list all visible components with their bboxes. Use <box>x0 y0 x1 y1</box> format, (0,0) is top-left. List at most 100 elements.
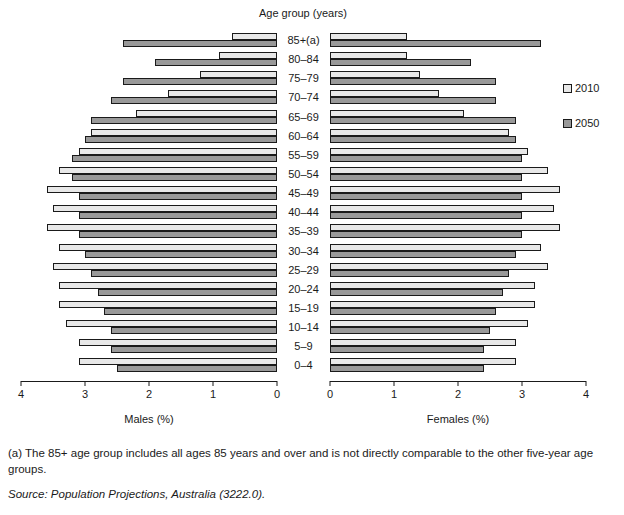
age-group-label: 70–74 <box>277 90 330 109</box>
bar-female-2050 <box>330 59 471 66</box>
age-group-label: 60–64 <box>277 129 330 148</box>
female-x-axis: 01234 <box>330 381 586 382</box>
bar-male-2050 <box>85 251 277 258</box>
age-row: 15–19 <box>21 301 586 320</box>
bar-female-2050 <box>330 327 490 334</box>
chart-title: Age group (years) <box>259 7 347 19</box>
legend: 2010 2050 <box>563 82 599 152</box>
bar-female-2010 <box>330 52 407 59</box>
axis-tick-label: 0 <box>327 388 333 400</box>
bar-female-2050 <box>330 212 522 219</box>
bar-male-2050 <box>85 136 277 143</box>
female-bars-cell <box>330 339 586 358</box>
bar-male-2010 <box>47 224 277 231</box>
bar-male-2050 <box>79 231 277 238</box>
bar-male-2010 <box>47 186 277 193</box>
bar-female-2010 <box>330 282 535 289</box>
axis-tick-icon <box>522 381 523 386</box>
axis-tick-label: 0 <box>274 388 280 400</box>
age-row: 75–79 <box>21 71 586 90</box>
bar-male-2010 <box>59 167 277 174</box>
bar-female-2050 <box>330 117 516 124</box>
bar-male-2010 <box>91 129 277 136</box>
bar-male-2010 <box>66 320 277 327</box>
axis-tick-icon <box>586 381 587 386</box>
axis-tick-icon <box>458 381 459 386</box>
axis-tick-label: 4 <box>18 388 24 400</box>
bar-male-2050 <box>155 59 277 66</box>
bar-male-2050 <box>111 327 277 334</box>
axis-tick-icon <box>85 381 86 386</box>
bar-male-2010 <box>79 358 277 365</box>
age-row: 60–64 <box>21 129 586 148</box>
bar-female-2010 <box>330 167 548 174</box>
legend-item-2050: 2050 <box>563 117 599 129</box>
bar-male-2050 <box>91 270 277 277</box>
bar-male-2010 <box>79 148 277 155</box>
male-bars-cell <box>21 52 277 71</box>
bar-female-2050 <box>330 270 509 277</box>
age-group-label: 55–59 <box>277 148 330 167</box>
age-group-label: 15–19 <box>277 301 330 320</box>
bar-male-2050 <box>91 117 277 124</box>
bar-female-2050 <box>330 97 496 104</box>
male-bars-cell <box>21 90 277 109</box>
age-row: 55–59 <box>21 148 586 167</box>
bar-male-2050 <box>123 78 277 85</box>
bar-female-2010 <box>330 320 528 327</box>
pyramid-rows: 85+(a)80–8475–7970–7465–6960–6455–5950–5… <box>21 33 586 378</box>
bar-male-2050 <box>72 174 277 181</box>
female-bars-cell <box>330 110 586 129</box>
male-bars-cell <box>21 129 277 148</box>
bar-female-2050 <box>330 365 484 372</box>
bar-male-2010 <box>53 263 277 270</box>
bar-male-2010 <box>168 90 277 97</box>
male-bars-cell <box>21 244 277 263</box>
bar-male-2010 <box>200 71 277 78</box>
female-bars-cell <box>330 52 586 71</box>
legend-label-2010: 2010 <box>575 82 599 94</box>
bar-female-2010 <box>330 224 560 231</box>
bar-female-2050 <box>330 78 496 85</box>
female-axis-label: Females (%) <box>427 413 489 425</box>
axis-tick-icon <box>21 381 22 386</box>
bar-female-2010 <box>330 339 516 346</box>
bar-female-2010 <box>330 148 528 155</box>
age-row: 80–84 <box>21 52 586 71</box>
bar-male-2010 <box>59 301 277 308</box>
age-row: 40–44 <box>21 205 586 224</box>
axis-tick-icon <box>394 381 395 386</box>
age-row: 65–69 <box>21 110 586 129</box>
legend-item-2010: 2010 <box>563 82 599 94</box>
female-bars-cell <box>330 167 586 186</box>
female-bars-cell <box>330 282 586 301</box>
age-group-label: 75–79 <box>277 71 330 90</box>
bar-female-2010 <box>330 244 541 251</box>
age-group-label: 45–49 <box>277 186 330 205</box>
axis-tick-icon <box>149 381 150 386</box>
bar-male-2010 <box>59 282 277 289</box>
axis-tick-icon <box>277 381 278 386</box>
axis-tick-label: 3 <box>82 388 88 400</box>
age-row: 85+(a) <box>21 33 586 52</box>
male-bars-cell <box>21 186 277 205</box>
bar-female-2050 <box>330 174 522 181</box>
bar-female-2010 <box>330 71 420 78</box>
bar-female-2050 <box>330 193 522 200</box>
source-text: Source: Population Projections, Australi… <box>8 488 600 500</box>
bar-male-2010 <box>232 33 277 40</box>
male-bars-cell <box>21 358 277 377</box>
male-bars-cell <box>21 320 277 339</box>
axis-tick-label: 4 <box>583 388 589 400</box>
age-row: 20–24 <box>21 282 586 301</box>
bar-male-2050 <box>123 40 277 47</box>
age-group-label: 40–44 <box>277 205 330 224</box>
age-row: 5–9 <box>21 339 586 358</box>
male-bars-cell <box>21 33 277 52</box>
legend-label-2050: 2050 <box>575 117 599 129</box>
bar-female-2050 <box>330 231 522 238</box>
bar-male-2050 <box>104 308 277 315</box>
age-row: 50–54 <box>21 167 586 186</box>
female-bars-cell <box>330 205 586 224</box>
bar-male-2050 <box>98 289 277 296</box>
